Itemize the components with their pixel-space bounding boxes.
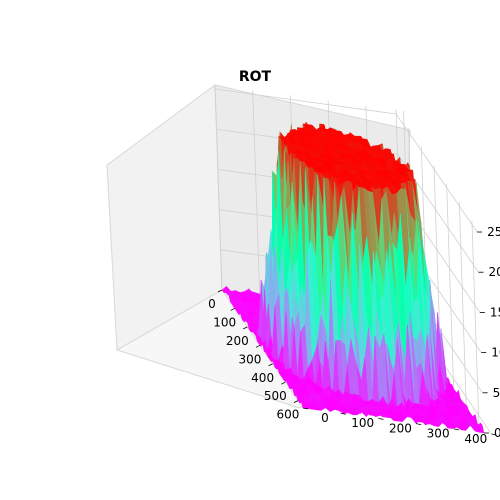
axes: 0100200300400500600010020030040050005010… — [208, 225, 500, 446]
x-tick-mark — [293, 400, 299, 403]
x-tick-label: 200 — [226, 334, 249, 348]
y-tick-label: 400 — [464, 432, 487, 446]
x-tick-mark — [243, 326, 248, 330]
x-tick-mark — [281, 381, 286, 385]
x-tick-label: 400 — [251, 371, 274, 385]
x-tick-mark — [255, 344, 261, 348]
z-tick-label: 250 — [487, 225, 500, 239]
y-tick-mark — [340, 412, 346, 415]
z-tick-label: 200 — [489, 265, 500, 279]
x-tick-label: 500 — [264, 389, 287, 403]
y-tick-label: 0 — [321, 411, 329, 425]
y-tick-mark — [491, 433, 497, 436]
y-tick-mark — [378, 418, 384, 420]
z-tick-label: 50 — [493, 386, 500, 400]
z-tick-label: 100 — [491, 346, 500, 360]
y-tick-label: 100 — [351, 416, 374, 430]
surface — [221, 121, 485, 434]
x-tick-label: 300 — [239, 352, 262, 366]
y-tick-mark — [302, 407, 309, 410]
x-tick-label: 100 — [213, 315, 236, 329]
y-tick-label: 300 — [427, 427, 450, 441]
z-tick-label: 0 — [494, 426, 500, 440]
x-tick-mark — [230, 308, 235, 311]
x-tick-label: 600 — [276, 408, 299, 422]
y-tick-label: 200 — [389, 421, 412, 435]
x-tick-mark — [268, 363, 273, 367]
x-tick-label: 0 — [208, 297, 216, 311]
y-tick-mark — [453, 428, 459, 431]
x-tick-mark — [217, 289, 223, 293]
chart-title: ROT — [239, 69, 272, 85]
z-tick-label: 150 — [490, 305, 500, 319]
y-tick-mark — [416, 423, 422, 426]
